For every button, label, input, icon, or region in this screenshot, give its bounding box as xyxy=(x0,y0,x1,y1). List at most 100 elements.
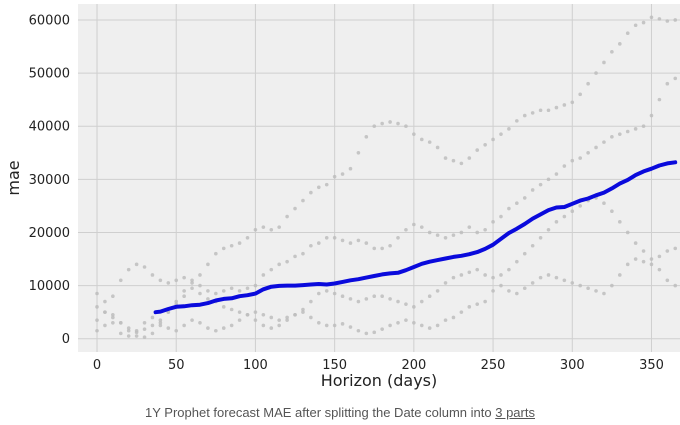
data-point xyxy=(340,322,345,326)
data-point xyxy=(419,225,424,229)
data-point xyxy=(578,204,582,208)
data-point xyxy=(412,305,416,309)
data-point xyxy=(562,103,567,107)
data-point xyxy=(340,238,345,243)
data-point xyxy=(182,323,186,328)
data-point xyxy=(396,121,400,126)
data-point xyxy=(554,220,559,224)
data-point xyxy=(657,17,662,21)
data-point xyxy=(618,132,622,136)
data-point xyxy=(229,307,234,312)
data-point xyxy=(515,119,519,123)
data-point xyxy=(103,310,107,314)
data-point xyxy=(507,127,511,131)
data-point xyxy=(618,42,622,46)
data-point xyxy=(396,320,400,325)
data-point xyxy=(673,76,678,81)
data-point xyxy=(332,235,337,240)
data-point xyxy=(182,294,186,299)
data-point xyxy=(419,137,424,142)
data-point xyxy=(419,323,424,328)
data-point xyxy=(206,289,210,293)
data-point xyxy=(111,294,115,299)
data-point xyxy=(570,158,575,163)
series-line xyxy=(153,160,678,315)
data-point xyxy=(372,330,377,335)
data-point xyxy=(610,135,614,139)
data-point xyxy=(198,273,202,277)
data-point xyxy=(538,108,543,113)
x-tick-label: 250 xyxy=(481,358,506,373)
data-point xyxy=(356,299,361,304)
data-point xyxy=(507,267,511,272)
data-point xyxy=(443,156,448,160)
data-point xyxy=(111,315,115,320)
data-point xyxy=(388,243,392,248)
data-point xyxy=(372,294,377,299)
data-point xyxy=(190,318,194,322)
data-point xyxy=(396,235,400,240)
data-point xyxy=(467,156,472,160)
data-point xyxy=(198,320,202,325)
data-point xyxy=(443,281,448,285)
data-point xyxy=(388,120,392,124)
data-point xyxy=(641,20,646,25)
data-point xyxy=(332,291,337,296)
x-tick-label: 300 xyxy=(560,358,585,373)
data-point xyxy=(467,225,472,229)
data-point xyxy=(546,177,551,182)
data-point xyxy=(554,172,559,176)
data-point xyxy=(269,267,274,272)
data-point xyxy=(372,124,377,128)
data-point xyxy=(491,137,495,142)
data-point xyxy=(293,206,297,211)
data-point xyxy=(150,315,155,320)
data-point xyxy=(602,140,606,144)
data-point xyxy=(206,326,210,330)
line-series xyxy=(153,160,678,315)
data-point xyxy=(324,235,329,240)
data-point xyxy=(95,318,99,322)
data-point xyxy=(443,235,448,240)
data-point xyxy=(309,190,313,195)
data-point xyxy=(348,297,353,301)
data-point xyxy=(483,273,487,277)
data-point xyxy=(657,254,662,259)
data-point xyxy=(166,281,171,285)
data-point xyxy=(293,254,297,259)
data-point xyxy=(111,320,115,325)
data-point xyxy=(483,228,487,232)
data-point xyxy=(491,220,495,224)
y-tick-labels: 0 10000 20000 30000 40000 50000 60000 xyxy=(29,13,70,347)
data-point xyxy=(602,291,606,296)
data-point xyxy=(317,291,321,296)
x-axis-label: Horizon (days) xyxy=(321,371,438,390)
data-point xyxy=(673,283,678,288)
data-point xyxy=(166,326,171,330)
data-point xyxy=(269,315,274,320)
data-point xyxy=(459,230,464,235)
data-point xyxy=(618,273,622,277)
data-point xyxy=(459,161,464,166)
data-point xyxy=(142,335,147,339)
data-point xyxy=(475,230,480,235)
data-point xyxy=(633,257,638,261)
data-point xyxy=(435,289,440,293)
data-point xyxy=(530,188,535,192)
data-point xyxy=(554,105,559,110)
data-point xyxy=(174,328,179,333)
data-point xyxy=(118,320,123,325)
x-tick-label: 350 xyxy=(639,358,664,373)
y-tick-label: 40000 xyxy=(29,120,70,135)
data-point xyxy=(649,113,654,118)
x-tick-label: 50 xyxy=(168,358,185,373)
data-point xyxy=(602,201,606,206)
data-point xyxy=(348,241,353,245)
data-point xyxy=(324,323,329,328)
caption-link[interactable]: 3 parts xyxy=(495,405,535,420)
data-point xyxy=(578,283,582,288)
data-point xyxy=(475,302,480,306)
data-point xyxy=(309,315,313,320)
data-point xyxy=(229,286,234,291)
data-point xyxy=(404,302,408,306)
